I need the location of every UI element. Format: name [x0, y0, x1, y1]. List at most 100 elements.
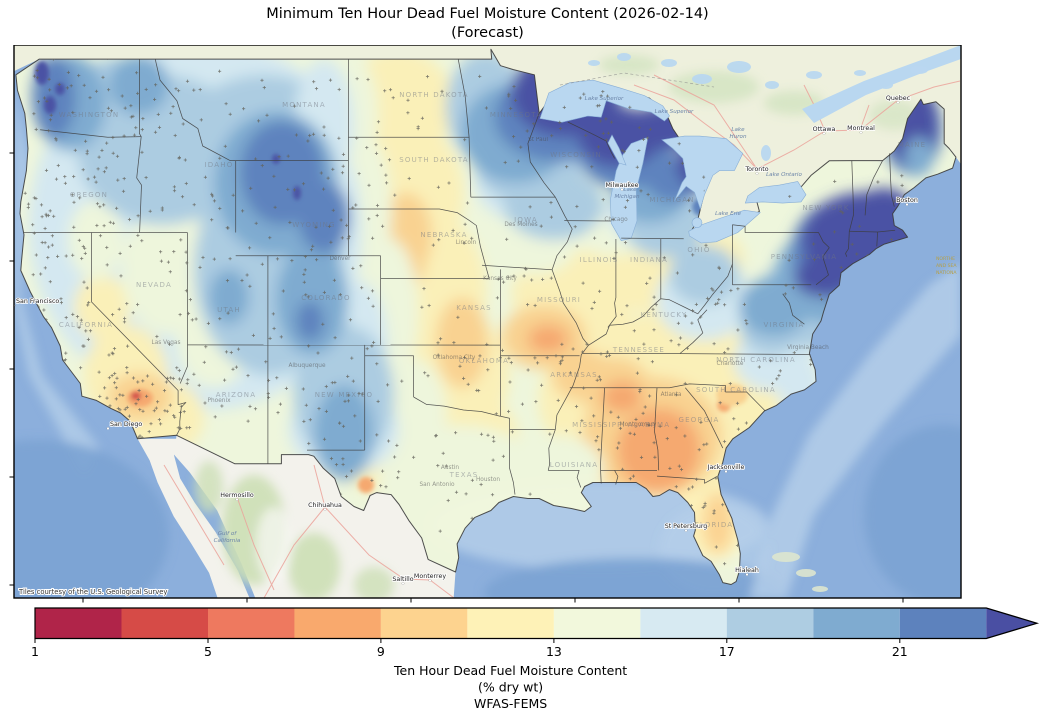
- svg-text:Chihuahua: Chihuahua: [308, 502, 342, 509]
- svg-text:San Francisco: San Francisco: [16, 298, 59, 305]
- svg-text:NORTH CAROLINA: NORTH CAROLINA: [716, 356, 796, 364]
- svg-text:Virginia Beach: Virginia Beach: [787, 345, 829, 351]
- svg-text:Huron: Huron: [729, 134, 746, 140]
- colorbar-svg: 1 5 9 13 17 21 Ten Hour Dead Fuel Moisture Con…: [31, 607, 1040, 711]
- svg-text:Charlotte: Charlotte: [717, 361, 744, 367]
- figure-title: Minimum Ten Hour Dead Fuel Moisture Cont…: [14, 5, 961, 43]
- svg-text:Lake: Lake: [731, 127, 745, 133]
- map-svg: WASHINGTON OREGON CALIFORNIA NEVADA IDAHO MON…: [9, 45, 962, 603]
- svg-text:MAINE: MAINE: [898, 141, 927, 149]
- svg-text:MINNESOTA: MINNESOTA: [490, 111, 542, 119]
- svg-text:TEXAS: TEXAS: [449, 471, 479, 479]
- svg-text:NATIONA: NATIONA: [936, 270, 957, 276]
- svg-text:ALABAMA: ALABAMA: [628, 421, 670, 429]
- svg-text:PENNSYLVANIA: PENNSYLVANIA: [771, 253, 838, 261]
- colorbar-segment: [899, 608, 987, 639]
- svg-text:Jacksonville: Jacksonville: [707, 464, 745, 471]
- svg-text:MISSOURI: MISSOURI: [537, 296, 581, 304]
- svg-text:NEBRASKA: NEBRASKA: [420, 231, 467, 239]
- svg-text:St Petersburg: St Petersburg: [665, 523, 708, 530]
- svg-text:Toronto: Toronto: [744, 166, 768, 173]
- svg-text:SOUTH DAKOTA: SOUTH DAKOTA: [399, 156, 469, 164]
- colorbar-ticks: [34, 638, 901, 643]
- svg-text:Hialeah: Hialeah: [735, 567, 759, 574]
- colorbar-segment: [467, 608, 554, 639]
- baja-land: [137, 438, 250, 598]
- svg-text:WASHINGTON: WASHINGTON: [59, 111, 120, 119]
- svg-text:Lake Ontario: Lake Ontario: [766, 172, 802, 178]
- svg-text:OREGON: OREGON: [70, 191, 108, 199]
- map-canvas: WASHINGTON OREGON CALIFORNIA NEVADA IDAHO MON…: [6, 45, 969, 606]
- city-labels-minor: Denver Las Vegas Phoenix Albuquerque Oklahom…: [152, 137, 830, 488]
- svg-text:St Paul: St Paul: [528, 137, 548, 143]
- svg-text:NEW MEXICO: NEW MEXICO: [315, 391, 374, 399]
- bahamas: [772, 552, 828, 592]
- svg-text:SOUTH CAROLINA: SOUTH CAROLINA: [696, 386, 776, 394]
- colorbar-segment: [813, 608, 900, 639]
- svg-text:Saltillo: Saltillo: [392, 576, 413, 583]
- colorbar-outline: [34, 607, 1040, 640]
- svg-text:Ottawa: Ottawa: [813, 126, 836, 133]
- svg-text:13: 13: [546, 644, 562, 659]
- svg-text:5: 5: [204, 644, 212, 659]
- svg-text:Monterrey: Monterrey: [414, 573, 446, 580]
- svg-text:MONTANA: MONTANA: [282, 101, 326, 109]
- svg-text:COLORADO: COLORADO: [301, 294, 350, 302]
- svg-text:WFAS-FEMS: WFAS-FEMS: [474, 696, 547, 711]
- svg-text:IDAHO: IDAHO: [205, 161, 234, 169]
- svg-text:Boston: Boston: [896, 197, 918, 204]
- svg-text:Lincoln: Lincoln: [456, 240, 477, 246]
- colorbar-segment: [553, 608, 641, 639]
- colorbar-segment: [208, 608, 295, 639]
- svg-text:Ten Hour Dead Fuel Moisture Co: Ten Hour Dead Fuel Moisture Content: [393, 663, 627, 678]
- title-line-2: (Forecast): [451, 25, 524, 42]
- svg-text:INDIANA: INDIANA: [630, 256, 668, 264]
- colorbar-tick-labels: 1 5 9 13 17 21: [31, 644, 908, 659]
- svg-text:WISCONSIN: WISCONSIN: [550, 151, 602, 159]
- svg-text:OKLAHOMA: OKLAHOMA: [459, 357, 509, 365]
- svg-text:Las Vegas: Las Vegas: [152, 340, 181, 346]
- svg-text:9: 9: [377, 644, 385, 659]
- svg-text:Austin: Austin: [441, 465, 460, 471]
- svg-text:UTAH: UTAH: [217, 306, 241, 314]
- great-lakes: [539, 79, 807, 244]
- svg-text:Phoenix: Phoenix: [208, 398, 232, 404]
- svg-text:Oklahoma City: Oklahoma City: [433, 355, 476, 361]
- svg-text:FLORIDA: FLORIDA: [695, 521, 734, 529]
- svg-text:Chicago: Chicago: [604, 217, 628, 223]
- svg-text:Hermosillo: Hermosillo: [220, 492, 254, 499]
- svg-text:Quebec: Quebec: [886, 95, 911, 102]
- svg-text:Houston: Houston: [476, 477, 500, 483]
- state-labels: WASHINGTON OREGON CALIFORNIA NEVADA IDAHO MON…: [59, 91, 927, 529]
- svg-text:Denver: Denver: [329, 256, 351, 262]
- svg-text:Gulf of: Gulf of: [218, 531, 238, 537]
- svg-text:NEVADA: NEVADA: [136, 281, 172, 289]
- svg-text:NEW YORK: NEW YORK: [802, 204, 849, 212]
- svg-text:Michigan: Michigan: [614, 194, 640, 200]
- svg-text:AND SEA: AND SEA: [936, 263, 957, 269]
- svg-text:Kansas City: Kansas City: [483, 276, 517, 282]
- svg-text:Des Moines: Des Moines: [504, 222, 537, 228]
- svg-text:KENTUCKY: KENTUCKY: [641, 311, 688, 319]
- svg-text:San Antonio: San Antonio: [419, 482, 454, 488]
- svg-text:MISSISSIPPI: MISSISSIPPI: [572, 421, 626, 429]
- svg-text:NORTH DAKOTA: NORTH DAKOTA: [399, 91, 469, 99]
- svg-text:Albuquerque: Albuquerque: [288, 363, 325, 369]
- colorbar-segment: [640, 608, 727, 639]
- map-frame: [13, 45, 962, 599]
- colorbar-segment: [35, 608, 122, 639]
- state-borders: [24, 59, 896, 495]
- svg-text:21: 21: [892, 644, 908, 659]
- svg-text:Lake Superior: Lake Superior: [655, 109, 694, 115]
- svg-text:17: 17: [719, 644, 735, 659]
- svg-text:VIRGINIA: VIRGINIA: [764, 321, 805, 329]
- svg-text:California: California: [214, 538, 241, 544]
- map-axis-ticks: [9, 152, 904, 603]
- colorbar-segment: [380, 608, 468, 639]
- colorbar-segment: [294, 608, 381, 639]
- svg-text:Milwaukee: Milwaukee: [605, 182, 638, 189]
- svg-text:1: 1: [31, 644, 39, 659]
